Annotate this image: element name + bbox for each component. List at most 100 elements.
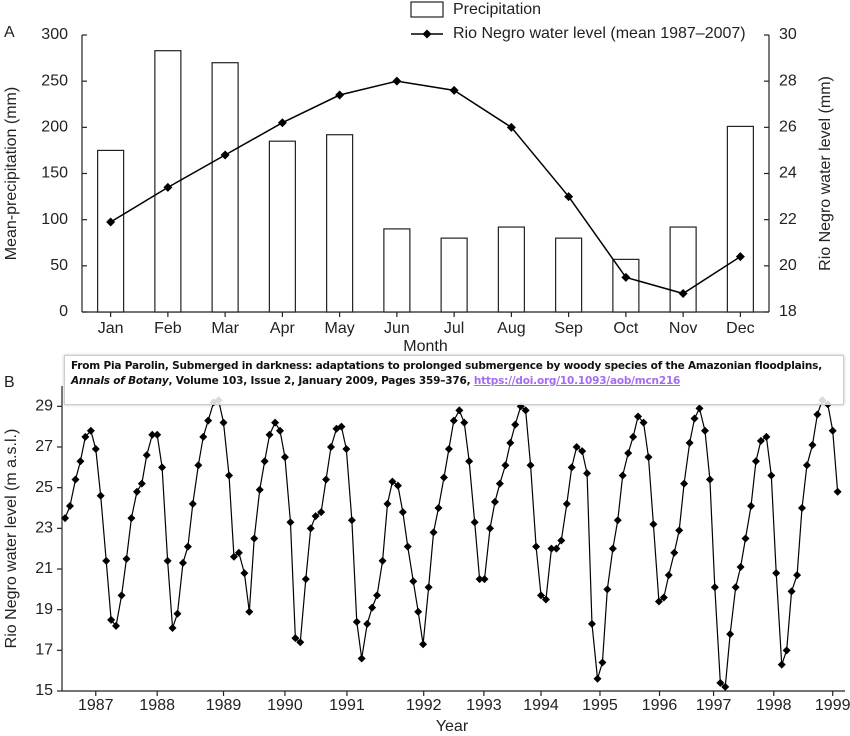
- line-marker: [219, 418, 228, 427]
- line-marker: [204, 416, 213, 425]
- line-marker: [480, 575, 489, 584]
- line-marker: [163, 182, 173, 192]
- line-marker: [608, 544, 617, 553]
- line-marker: [808, 440, 817, 449]
- line-marker: [798, 504, 807, 512]
- line-marker: [603, 585, 612, 594]
- line-marker: [373, 591, 382, 600]
- y2-axis-label: Rio Negro water level (mm): [817, 76, 834, 271]
- x-tick-label: 1995: [582, 697, 618, 714]
- line-marker: [777, 660, 786, 669]
- y2-tick-label: 26: [779, 119, 797, 136]
- line-marker: [506, 438, 515, 447]
- line-marker: [424, 583, 433, 592]
- line-marker: [132, 487, 141, 496]
- line-marker: [398, 508, 407, 517]
- line-marker: [409, 577, 418, 586]
- line-marker: [163, 556, 172, 565]
- line-marker: [414, 607, 423, 616]
- x-tick-label: Jul: [444, 320, 464, 337]
- line-marker: [434, 504, 443, 512]
- line-marker: [91, 445, 100, 454]
- line-marker: [277, 118, 287, 128]
- x-tick-label: 1992: [406, 697, 442, 714]
- attribution: From Pia Parolin, Submerged in darkness:…: [64, 355, 844, 405]
- line-marker: [501, 461, 510, 470]
- legend-swatch: [410, 1, 444, 18]
- line-marker: [680, 479, 689, 488]
- line-marker: [322, 475, 331, 484]
- line-marker: [572, 443, 581, 451]
- line-marker: [199, 432, 208, 441]
- x-tick-label: Feb: [154, 320, 182, 337]
- x-tick-label: 1990: [267, 697, 303, 714]
- line-marker: [621, 272, 631, 282]
- line-marker: [470, 518, 479, 527]
- line-marker: [188, 499, 197, 508]
- y2-tick-label: 18: [779, 303, 797, 320]
- line-marker: [532, 542, 541, 551]
- line-marker: [178, 558, 187, 567]
- line-marker: [347, 516, 356, 525]
- line-marker: [587, 619, 596, 628]
- line-marker: [567, 463, 576, 472]
- x-tick-label: 1997: [696, 697, 732, 714]
- line-marker: [286, 518, 295, 527]
- line-marker: [240, 569, 249, 578]
- line-marker: [654, 597, 663, 606]
- line-marker: [127, 514, 136, 523]
- doi-link[interactable]: https://doi.org/10.1093/aob/mcn216: [473, 375, 681, 387]
- y-tick-label: 17: [35, 642, 53, 659]
- bar: [383, 228, 411, 313]
- line-marker: [449, 416, 458, 425]
- line-marker: [403, 542, 412, 551]
- x-axis-label: Year: [436, 718, 469, 735]
- line-marker: [61, 514, 70, 523]
- y-tick-label: 15: [35, 682, 53, 699]
- legend-label: Precipitation: [453, 1, 541, 18]
- y-tick-label: 23: [35, 520, 53, 537]
- line-marker: [317, 508, 326, 517]
- line-marker: [659, 593, 668, 602]
- line-marker: [142, 451, 151, 460]
- x-tick-label: Oct: [613, 320, 638, 337]
- y-tick-label: 100: [41, 211, 68, 228]
- line-marker: [220, 150, 230, 160]
- line-marker: [357, 654, 366, 663]
- line-marker: [301, 575, 310, 584]
- line-marker: [521, 406, 530, 415]
- line-marker: [762, 432, 771, 441]
- line-marker: [475, 575, 484, 584]
- data-line: [110, 80, 741, 295]
- line-marker: [465, 457, 474, 466]
- line-marker: [183, 542, 192, 551]
- line-marker: [65, 501, 74, 510]
- line-marker: [735, 252, 745, 262]
- line-marker: [378, 556, 387, 565]
- line-marker: [526, 461, 535, 470]
- line-marker: [392, 76, 402, 86]
- line-marker: [649, 520, 658, 529]
- y-tick-label: 21: [35, 560, 53, 577]
- line-marker: [675, 526, 684, 535]
- panel-label: B: [4, 374, 15, 391]
- line-marker: [393, 481, 402, 490]
- line-marker: [153, 430, 162, 439]
- line-marker: [731, 583, 740, 592]
- line-marker: [486, 524, 495, 533]
- y2-tick-label: 24: [779, 165, 797, 182]
- x-tick-label: Aug: [497, 320, 525, 337]
- line-marker: [624, 449, 633, 458]
- x-tick-label: Jan: [98, 320, 124, 337]
- line-marker: [326, 443, 335, 451]
- line-marker: [76, 457, 85, 466]
- line-marker: [629, 432, 638, 441]
- bar: [154, 50, 182, 313]
- line-marker: [388, 477, 397, 486]
- line-marker: [245, 607, 254, 616]
- line-marker: [96, 491, 105, 500]
- x-tick-label: Jun: [384, 320, 410, 337]
- line-marker: [710, 583, 719, 592]
- line-marker: [537, 591, 546, 600]
